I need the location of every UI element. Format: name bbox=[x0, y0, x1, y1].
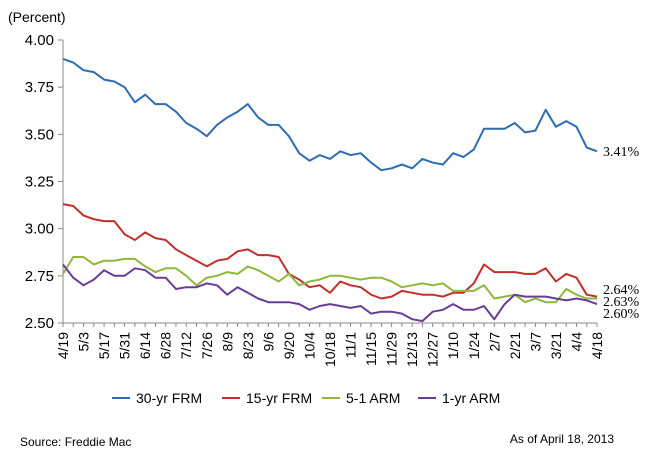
x-tick-label: 8/23 bbox=[240, 332, 256, 359]
x-tick-label: 2/21 bbox=[507, 332, 523, 359]
y-tick-label: 2.50 bbox=[25, 315, 54, 332]
x-tick-label: 6/14 bbox=[137, 332, 153, 359]
legend-label: 30-yr FRM bbox=[136, 390, 202, 406]
x-axis: 4/19 5/3 5/17 5/31 6/14 6/28 7/12 7/26 8/9 8/23 9/… bbox=[55, 322, 605, 367]
x-tick-label: 5/17 bbox=[96, 332, 112, 359]
end-label: 2.64% bbox=[603, 283, 640, 298]
series-line-30-yr-frm bbox=[62, 57, 598, 172]
source-note: Source: Freddie Mac bbox=[20, 435, 131, 449]
x-tick-label: 7/12 bbox=[178, 332, 194, 359]
series-lines bbox=[62, 57, 598, 323]
x-tick-label: 11/1 bbox=[343, 332, 359, 358]
x-tick-label: 3/21 bbox=[548, 332, 564, 359]
x-tick-label: 1/10 bbox=[445, 332, 461, 359]
x-tick-label: 11/15 bbox=[363, 332, 379, 366]
series-line-1-yr-arm bbox=[62, 263, 598, 323]
x-tick-label: 11/29 bbox=[384, 332, 400, 366]
x-tick-label: 4/18 bbox=[589, 332, 605, 359]
x-tick-label: 4/19 bbox=[55, 332, 71, 359]
x-tick-label: 9/20 bbox=[281, 332, 297, 359]
y-tick-label: 3.50 bbox=[25, 126, 54, 143]
x-tick-label: 12/13 bbox=[404, 332, 420, 367]
legend-label: 15-yr FRM bbox=[246, 390, 312, 406]
x-tick-label: 5/3 bbox=[76, 332, 92, 352]
y-axis: 4.00 3.75 3.50 3.25 3.00 2.75 2.50 bbox=[25, 32, 64, 332]
end-label: 3.41% bbox=[603, 145, 640, 160]
x-tick-label: 3/7 bbox=[527, 332, 543, 352]
legend: 30-yr FRM 15-yr FRM 5-1 ARM 1-yr ARM bbox=[112, 390, 500, 406]
end-label: 2.60% bbox=[603, 307, 640, 322]
x-tick-label: 5/31 bbox=[117, 332, 133, 359]
y-tick-label: 4.00 bbox=[25, 32, 54, 49]
y-tick-label: 2.75 bbox=[25, 268, 54, 285]
x-tick-label: 7/26 bbox=[199, 332, 215, 359]
x-tick-label: 1/24 bbox=[466, 332, 482, 359]
y-tick-label: 3.25 bbox=[25, 174, 54, 191]
legend-label: 5-1 ARM bbox=[346, 390, 400, 406]
series-line-5-1-arm bbox=[62, 256, 597, 304]
legend-label: 1-yr ARM bbox=[442, 390, 500, 406]
x-tick-label: 4/4 bbox=[568, 332, 584, 352]
x-tick-label: 8/9 bbox=[219, 332, 235, 352]
x-tick-label: 9/6 bbox=[260, 332, 276, 352]
y-tick-label: 3.75 bbox=[25, 79, 54, 96]
series-line-15-yr-frm bbox=[62, 203, 598, 300]
end-labels: 3.41% 2.64%2.63%2.60% bbox=[603, 145, 640, 322]
y-tick-label: 3.00 bbox=[25, 221, 54, 238]
as-of-note: As of April 18, 2013 bbox=[510, 432, 614, 446]
x-tick-label: 2/7 bbox=[486, 332, 502, 352]
y-axis-title: (Percent) bbox=[8, 9, 66, 25]
x-tick-label: 10/18 bbox=[322, 332, 338, 367]
x-tick-label: 6/28 bbox=[158, 332, 174, 359]
x-tick-label: 12/27 bbox=[425, 332, 441, 367]
x-tick-label: 10/4 bbox=[301, 332, 317, 359]
end-label: 2.63% bbox=[603, 295, 640, 310]
